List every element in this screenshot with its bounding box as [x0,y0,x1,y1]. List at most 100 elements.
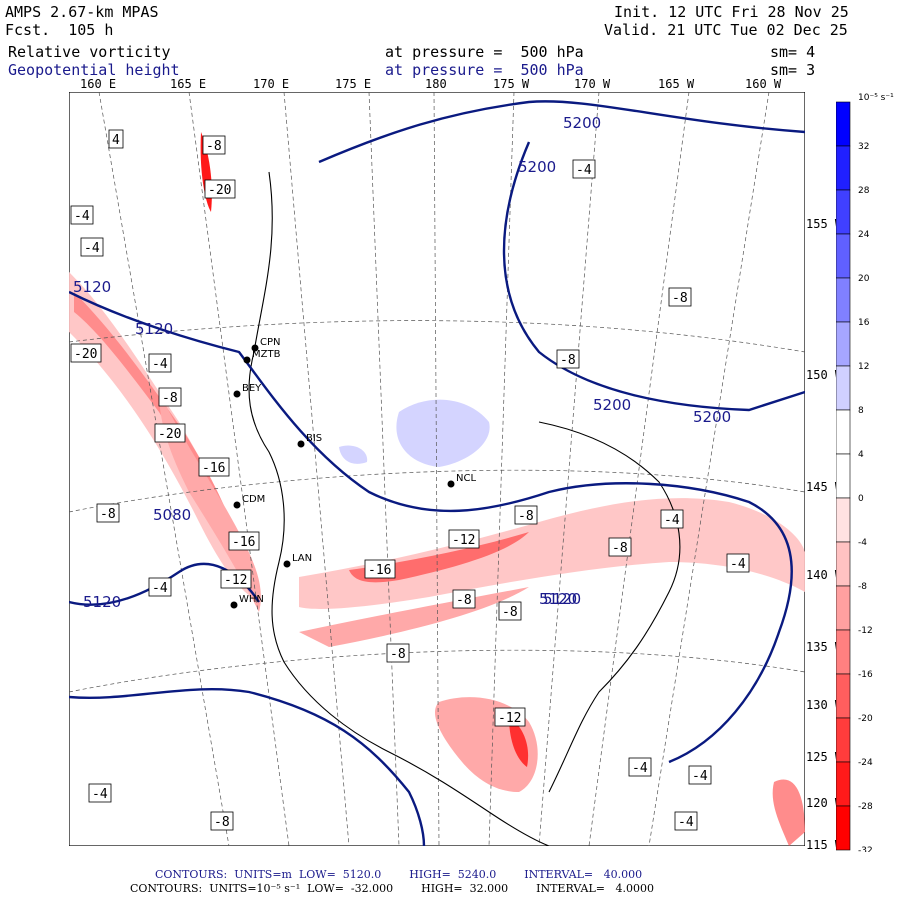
longitude-label: 170 W [574,77,611,91]
field2-name: Geopotential height [8,61,180,79]
svg-text:4: 4 [112,133,120,148]
colorbar-unit: 10⁻⁵ s⁻¹ [858,93,894,103]
vorticity-label: -8 [608,537,632,557]
svg-text:-4: -4 [632,761,648,776]
colorbar-box [836,717,851,763]
vorticity-label: -4 [148,577,172,597]
colorbar-box [836,409,851,455]
vorticity-label: -8 [386,643,410,663]
vorticity-label: -16 [228,531,260,551]
colorbar-box [836,761,851,807]
positive-vorticity-patch-small [339,445,368,464]
svg-text:-12: -12 [498,711,521,726]
vorticity-band-west-south [159,392,261,612]
field2-smooth: sm= 3 [770,61,816,79]
colorbar-tick-label: -12 [858,626,873,636]
station-label: CDM [242,494,265,505]
station-dot [447,480,455,488]
vorticity-labels: 4 -8 -20 -4 -4 -20 -4 -8 -20 -16 -8 -16 -12 -4 -8 -8 -12… [70,129,750,831]
colorbar-box [836,321,851,367]
station-dot [283,560,291,568]
svg-text:-4: -4 [152,357,168,372]
height-contour-label: 5200 [563,114,601,132]
longitude-label: 180 [425,77,447,91]
colorbar-tick-label: -24 [858,758,873,768]
height-contour-5200-ridge [502,141,805,412]
vorticity-label: -8 [158,387,182,407]
colorbar-box [836,101,851,147]
colorbar-tick-label: -4 [858,538,867,548]
svg-text:-4: -4 [664,513,680,528]
vorticity-label: -4 [726,553,750,573]
svg-text:-4: -4 [84,241,100,256]
height-contour-label: 5200 [693,408,731,426]
field1-name: Relative vorticity [8,43,171,61]
station-label: BIS [306,433,322,444]
colorbar-tick-label: 8 [858,406,864,416]
svg-text:-8: -8 [100,507,116,522]
height-contour-5120 [69,290,793,764]
colorbar-tick-label: -28 [858,802,873,812]
station-label: MZTB [252,349,281,360]
vorticity-label: -16 [364,559,396,579]
colorbar-tick-label: 12 [858,362,869,372]
colorbar-box [836,277,851,323]
height-contours [69,100,805,846]
vorticity-label: -8 [556,349,580,369]
colorbar-box [836,365,851,411]
height-contour-label: 5120 [539,590,577,608]
station-dot [233,501,241,509]
colorbar-box [836,541,851,587]
field1-level: at pressure = 500 hPa [385,43,584,61]
station-label: CPN [260,337,281,348]
station-label: WHN [239,594,264,605]
height-contour-label: 5120 [83,593,121,611]
colorbar-tick-label: 24 [858,230,870,240]
vorticity-label: -12 [448,529,480,549]
height-contour-label: 5120 [73,278,111,296]
colorbar-tick-label: -32 [858,846,873,852]
vorticity-label: 4 [108,129,124,149]
svg-text:-8: -8 [502,605,518,620]
colorbar-box [836,497,851,543]
station-dot [243,356,251,364]
height-contour-label: 5200 [518,158,556,176]
field1-smooth: sm= 4 [770,43,816,61]
height-contour-label: 5120 [543,590,581,608]
vorticity-label: -4 [572,159,596,179]
svg-text:-16: -16 [368,563,391,578]
vorticity-cell-south-core [509,717,529,767]
svg-text:-8: -8 [518,509,534,524]
vorticity-label: -4 [688,765,712,785]
longitude-label: 175 E [335,77,372,91]
valid-time: Valid. 21 UTC Tue 02 Dec 25 [604,21,848,39]
height-contour-label: 5120 [135,320,173,338]
colorbar-tick-label: 20 [858,274,870,284]
svg-text:-8: -8 [456,593,472,608]
init-time: Init. 12 UTC Fri 28 Nov 25 [614,3,849,21]
height-contour-label: 5200 [593,396,631,414]
svg-text:-8: -8 [672,291,688,306]
colorbar-box [836,805,851,851]
vorticity-label: -8 [210,811,234,831]
vorticity-contour-info: CONTOURS: UNITS=10⁻⁵ s⁻¹ LOW= -32.000 HI… [130,882,654,895]
vorticity-label: -4 [674,811,698,831]
colorbar-box [836,145,851,191]
colorbar-tick-label: 4 [858,450,864,460]
station-dot [297,440,305,448]
vorticity-label: -4 [88,783,112,803]
svg-text:-16: -16 [232,535,255,550]
coastline [248,171,681,846]
field2-level: at pressure = 500 hPa [385,61,584,79]
vorticity-colorbar: 32 28 24 20 16 12 8 4 0 -4 -8 -12 -16 -20 -24 -28 -32 10… [836,93,894,852]
station-dot [251,344,259,352]
svg-text:-20: -20 [158,427,181,442]
vorticity-label: -12 [494,707,526,727]
longitude-label: 175 W [493,77,530,91]
vorticity-label: -16 [198,457,230,477]
vorticity-label: -8 [96,503,120,523]
colorbar-tick-label: 32 [858,142,869,152]
